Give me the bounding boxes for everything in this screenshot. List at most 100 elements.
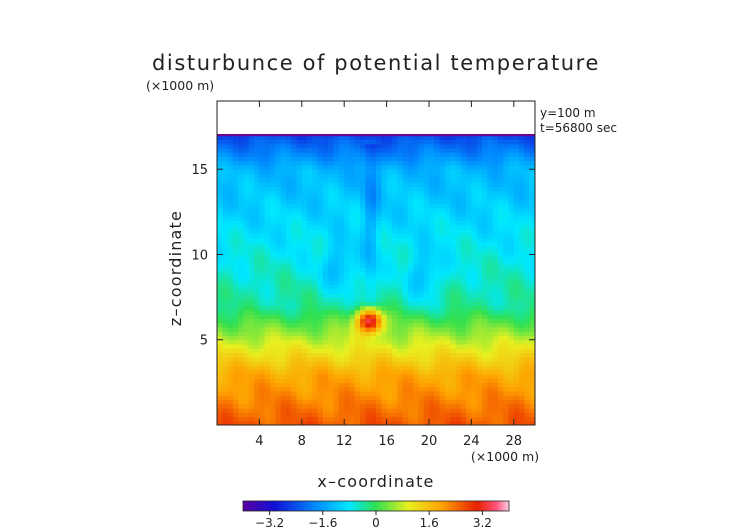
heatmap-cell (524, 297, 531, 302)
colorbar-gradient (242, 500, 510, 512)
heatmap-cell (227, 348, 234, 354)
heatmap-cell (439, 135, 446, 140)
heatmap-cell (291, 399, 298, 405)
heatmap-cell (217, 326, 223, 332)
heatmap-cell (280, 382, 287, 388)
colorbar-ticks: −3.2 −1.6 0 1.6 3.2 (255, 511, 492, 530)
heatmap-cell (466, 194, 472, 200)
heatmap-cell (423, 156, 430, 162)
heatmap-cell (439, 177, 446, 183)
heatmap-cell (407, 420, 414, 425)
heatmap-cell (492, 156, 499, 162)
heatmap-cell (365, 160, 372, 166)
heatmap-cell (466, 275, 472, 281)
heatmap-cell (460, 403, 467, 409)
heatmap-cell (386, 211, 393, 217)
heatmap-cell (365, 344, 372, 349)
heatmap-cell (444, 207, 451, 213)
colorbar-tick-label: 3.2 (473, 516, 492, 530)
heatmap-cell (344, 301, 351, 307)
heatmap-cell (296, 228, 303, 234)
heatmap-cell (243, 211, 250, 217)
heatmap-cell (349, 288, 356, 294)
heatmap-cell (254, 220, 260, 226)
heatmap-cell (492, 233, 499, 239)
heatmap-cell (482, 403, 488, 409)
heatmap-cell (519, 412, 525, 418)
heatmap-cell (508, 356, 515, 362)
heatmap-cell (381, 169, 388, 175)
heatmap-cell (439, 297, 446, 302)
heatmap-cell (386, 331, 393, 337)
heatmap-cell (328, 369, 335, 375)
heatmap-cell (376, 241, 382, 247)
heatmap-cell (296, 352, 303, 358)
heatmap-cell (317, 147, 324, 153)
heatmap-cell (450, 420, 457, 425)
heatmap-cell (407, 292, 414, 298)
heatmap-cell (455, 331, 462, 337)
heatmap-cell (397, 412, 404, 418)
heatmap-cell (487, 335, 494, 341)
heatmap-cell (519, 292, 525, 298)
heatmap-cell (328, 271, 335, 277)
heatmap-cell (328, 356, 335, 362)
heatmap-cell (238, 267, 245, 273)
heatmap-cell (492, 407, 499, 413)
heatmap-cell (429, 288, 435, 294)
heatmap-cell (513, 412, 520, 418)
heatmap-cell (450, 326, 457, 332)
heatmap-cell (275, 339, 282, 345)
heatmap-cell (275, 156, 282, 162)
heatmap-cell (381, 412, 388, 418)
heatmap-cell (529, 143, 535, 149)
heatmap-cell (524, 399, 531, 405)
heatmap-cell (519, 241, 525, 247)
heatmap-cell (285, 203, 292, 209)
heatmap-cell (370, 228, 377, 234)
heatmap-cell (338, 326, 345, 332)
x-tick-label: 12 (336, 434, 353, 449)
heatmap-cell (285, 335, 292, 341)
heatmap-cell (444, 173, 451, 179)
heatmap-cell (524, 169, 531, 175)
heatmap-cell (466, 292, 472, 298)
heatmap-cell (264, 207, 271, 213)
heatmap-cell (243, 143, 250, 149)
heatmap-cell (217, 156, 223, 162)
heatmap-cell (354, 216, 361, 221)
heatmap-cell (460, 382, 467, 388)
heatmap-cell (492, 186, 499, 192)
heatmap-cell (429, 152, 435, 158)
heatmap-cell (296, 356, 303, 362)
heatmap-cell (418, 284, 425, 290)
heatmap-cell (227, 412, 234, 418)
heatmap-cell (307, 344, 313, 349)
heatmap-cell (243, 390, 250, 396)
heatmap-cell (296, 297, 303, 302)
heatmap-cell (365, 250, 372, 256)
heatmap-cell (429, 254, 435, 260)
heatmap-cell (354, 224, 361, 230)
heatmap-cell (476, 211, 483, 217)
heatmap-cell (254, 356, 260, 362)
heatmap-cell (243, 216, 250, 221)
heatmap-cell (354, 297, 361, 302)
heatmap-cell (296, 199, 303, 204)
heatmap-cell (349, 224, 356, 230)
heatmap-cell (476, 403, 483, 409)
heatmap-cell (232, 305, 239, 311)
heatmap-cell (317, 365, 324, 371)
heatmap-cell (413, 386, 419, 392)
heatmap-cell (354, 365, 361, 371)
heatmap-cell (360, 280, 366, 285)
heatmap-cell (365, 194, 372, 200)
heatmap-cell (376, 407, 382, 413)
heatmap-cell (503, 152, 510, 158)
heatmap-cell (466, 173, 472, 179)
heatmap-cell (291, 284, 298, 290)
heatmap-cell (439, 228, 446, 234)
heatmap-cell (381, 322, 388, 328)
heatmap-cell (222, 322, 229, 328)
heatmap-cell (338, 160, 345, 166)
